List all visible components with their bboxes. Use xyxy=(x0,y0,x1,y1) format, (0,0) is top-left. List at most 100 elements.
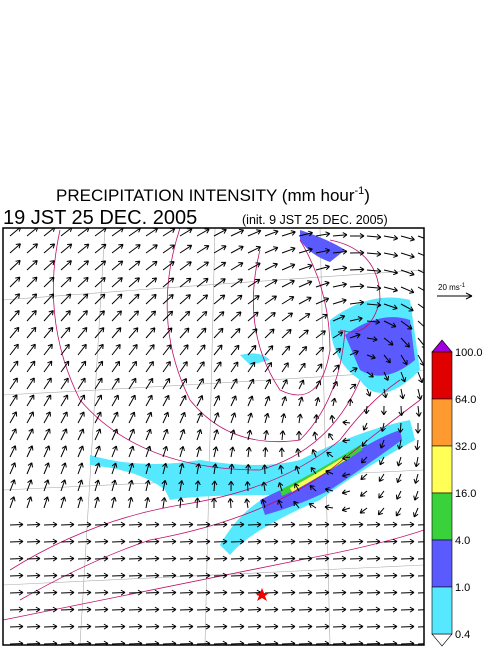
wind-vector xyxy=(395,507,402,517)
wind-vector xyxy=(26,293,38,305)
wind-vector xyxy=(315,330,326,339)
wind-vector xyxy=(9,310,20,322)
wind-vector xyxy=(213,412,220,424)
wind-vector xyxy=(196,310,208,322)
wind-vector xyxy=(264,328,275,339)
wind-vector xyxy=(230,262,244,271)
wind-vector xyxy=(213,589,228,596)
wind-vector xyxy=(264,623,279,630)
wind-vector xyxy=(213,395,221,407)
wind-vector xyxy=(417,575,424,577)
wind-vector xyxy=(328,433,334,441)
wind-vector xyxy=(247,245,261,254)
wind-vector xyxy=(263,412,270,424)
wind-vector xyxy=(162,277,175,288)
wind-vector xyxy=(383,538,398,545)
wind-vector xyxy=(60,343,70,356)
wind-vector xyxy=(312,431,319,441)
wind-vector xyxy=(417,320,424,331)
wind-vector xyxy=(380,422,386,432)
wind-vector xyxy=(43,293,55,305)
wind-vector xyxy=(377,507,385,516)
wind-vector xyxy=(383,572,398,579)
colorbar: 100.0 64.0 32.0 16.0 4.0 1.0 0.4 xyxy=(431,339,483,647)
wind-vector xyxy=(26,606,41,613)
wind-vector xyxy=(26,411,35,424)
wind-vector xyxy=(128,538,143,545)
wind-vector xyxy=(298,263,313,271)
wind-vector xyxy=(298,230,313,237)
wind-vector xyxy=(127,496,134,509)
wind-vector xyxy=(213,278,226,288)
wind-vector xyxy=(77,293,89,305)
colorbar-label: 100.0 xyxy=(455,347,483,359)
wind-vector xyxy=(298,379,305,390)
wind-vector xyxy=(26,538,41,545)
wind-vector xyxy=(366,538,381,545)
wind-vector xyxy=(247,623,262,630)
wind-vector xyxy=(179,244,193,254)
wind-vector xyxy=(281,246,296,254)
wind-vector xyxy=(161,497,167,509)
wind-vector xyxy=(349,367,358,373)
colorbar-segment xyxy=(431,445,453,494)
wind-vector xyxy=(26,496,33,509)
wind-vector xyxy=(349,350,359,356)
wind-vector xyxy=(77,260,89,271)
wind-vector xyxy=(400,286,415,294)
wind-vector xyxy=(60,428,68,441)
wind-vector xyxy=(379,456,385,466)
wind-vector xyxy=(43,310,54,322)
wind-vector xyxy=(94,360,104,373)
wind-vector xyxy=(230,555,245,562)
wind-vector xyxy=(162,462,168,475)
wind-vector xyxy=(111,411,119,424)
colorbar-segment xyxy=(431,586,453,635)
wind-vector xyxy=(298,329,309,339)
wind-vector xyxy=(111,310,122,322)
wind-vector xyxy=(294,483,300,492)
wind-vector xyxy=(179,277,192,288)
wind-vector xyxy=(264,538,279,545)
wind-vector xyxy=(366,623,381,630)
wind-vector xyxy=(26,589,41,596)
wind-vector xyxy=(196,294,209,305)
wind-vector xyxy=(383,521,398,528)
wind-vector xyxy=(111,623,126,630)
wind-vector xyxy=(264,279,278,288)
wind-vector xyxy=(315,538,330,545)
wind-vector xyxy=(179,411,186,424)
wind-vector xyxy=(308,502,317,509)
wind-vector xyxy=(262,447,269,458)
wind-vector xyxy=(128,462,135,475)
wind-vector xyxy=(43,479,50,492)
wind-vector xyxy=(383,269,399,276)
wind-vector xyxy=(111,589,126,596)
wind-vector xyxy=(145,377,154,390)
wind-vector xyxy=(332,538,347,545)
wind-vector xyxy=(196,555,211,562)
wind-vector xyxy=(281,263,296,271)
wind-vector xyxy=(230,429,236,441)
wind-vector xyxy=(298,555,313,562)
wind-vector xyxy=(9,293,21,305)
wind-vector xyxy=(26,394,35,407)
wind-vector xyxy=(360,456,368,464)
wind-vector xyxy=(111,445,118,458)
wind-vector xyxy=(43,343,53,356)
wind-vector xyxy=(145,244,158,254)
wind-vector xyxy=(179,378,187,390)
wind-vector xyxy=(162,310,174,322)
wind-vector xyxy=(342,419,351,426)
wind-vector xyxy=(281,538,296,545)
wind-vector xyxy=(162,538,177,545)
wind-vector xyxy=(111,228,124,237)
wind-vector xyxy=(77,623,92,630)
wind-vector xyxy=(315,280,330,288)
wind-vector xyxy=(9,572,24,579)
wind-vector xyxy=(77,496,83,509)
wind-vector xyxy=(396,456,403,467)
wind-vector xyxy=(366,234,382,240)
